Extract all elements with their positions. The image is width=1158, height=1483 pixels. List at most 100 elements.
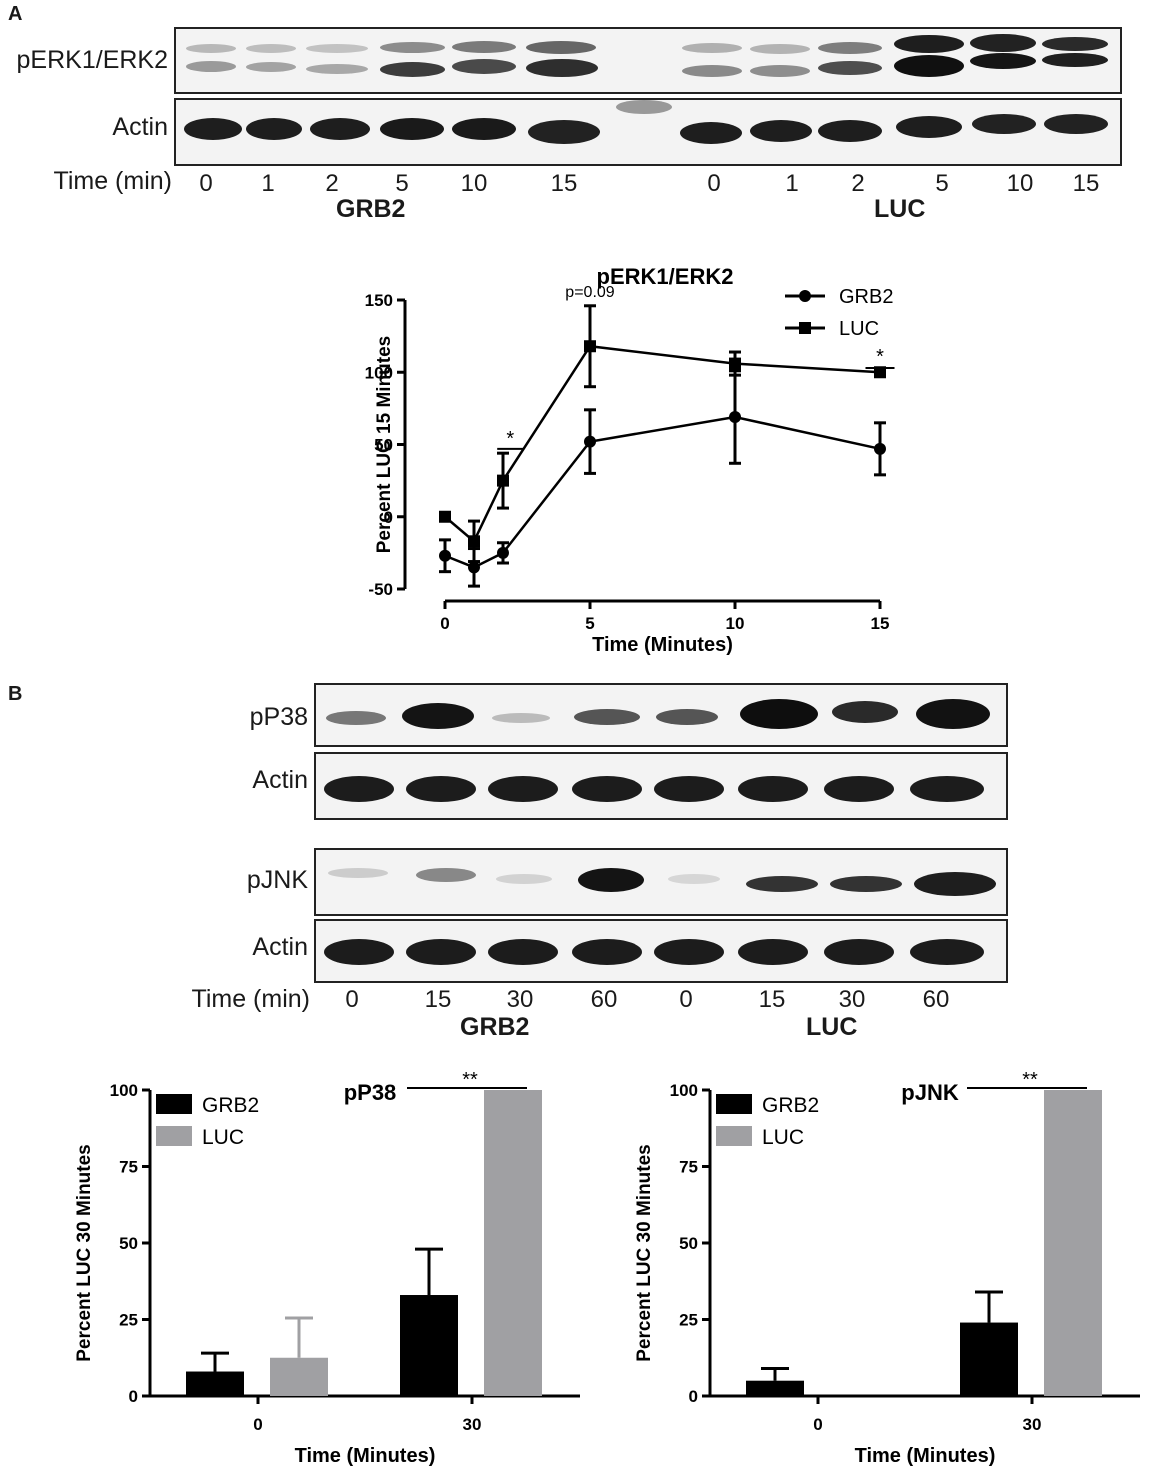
bar-luc-30 xyxy=(1044,1090,1102,1396)
band xyxy=(526,59,598,77)
band xyxy=(578,868,644,892)
x-tick-label: 30 xyxy=(1023,1415,1042,1434)
band xyxy=(328,868,388,878)
band xyxy=(818,120,882,142)
band xyxy=(832,701,898,723)
band xyxy=(526,41,596,54)
blot-pjnk xyxy=(314,848,1008,916)
band xyxy=(970,34,1036,52)
legend-marker-square xyxy=(799,322,811,334)
band xyxy=(910,776,984,802)
legend-swatch xyxy=(716,1094,752,1114)
legend-swatch xyxy=(156,1126,192,1146)
data-point-luc xyxy=(584,340,596,353)
band xyxy=(306,44,368,53)
band xyxy=(246,62,296,72)
band xyxy=(324,939,394,965)
band xyxy=(326,711,386,725)
blot-label-actin-a: Actin xyxy=(112,113,168,141)
band xyxy=(818,42,882,54)
band xyxy=(910,939,984,965)
band xyxy=(916,699,990,729)
band xyxy=(184,118,242,140)
lane-time: 2 xyxy=(851,170,865,197)
bar-luc-0 xyxy=(270,1357,328,1396)
band xyxy=(738,776,808,802)
band xyxy=(496,874,552,884)
x-tick-label: 30 xyxy=(463,1415,482,1434)
blot-label-pp38: pP38 xyxy=(249,703,308,731)
panel-a-letter: A xyxy=(8,3,23,25)
lane-time: 30 xyxy=(506,986,534,1013)
band xyxy=(738,939,808,965)
lane-time: 0 xyxy=(199,170,213,197)
y-axis-title: Percent LUC 30 Minutes xyxy=(74,1144,95,1362)
significance-star: * xyxy=(876,346,884,368)
band xyxy=(654,776,724,802)
band xyxy=(406,776,476,802)
group-label-luc-a: LUC xyxy=(874,195,926,223)
band xyxy=(914,872,996,896)
band xyxy=(668,874,720,884)
lane-time: 5 xyxy=(395,170,409,197)
chart-title: pP38 xyxy=(344,1080,397,1105)
y-tick-label: 50 xyxy=(679,1234,698,1253)
data-point-luc xyxy=(439,510,451,523)
band xyxy=(680,122,742,144)
lane-time: 15 xyxy=(424,986,452,1013)
bar-grb2-30 xyxy=(960,1322,1018,1396)
bar-grb2-30 xyxy=(400,1295,458,1396)
group-label-grb2-b: GRB2 xyxy=(460,1013,530,1041)
band xyxy=(452,118,516,140)
band xyxy=(380,118,444,140)
band xyxy=(528,120,600,144)
lane-time: 60 xyxy=(590,986,618,1013)
band xyxy=(186,44,236,53)
y-tick-label: 75 xyxy=(679,1158,698,1177)
x-axis-title: Time (Minutes) xyxy=(855,1445,996,1467)
data-point-grb2 xyxy=(729,411,741,424)
group-label-grb2-a: GRB2 xyxy=(336,195,406,223)
y-axis-title: Percent LUC 30 Minutes xyxy=(634,1144,655,1362)
y-axis-title: Percent LUC 15 Minutes xyxy=(374,336,395,554)
band xyxy=(818,61,882,75)
band xyxy=(452,59,516,74)
x-tick-label: 0 xyxy=(813,1415,822,1434)
blot-actin-a xyxy=(174,98,1122,166)
blot-actin-b1 xyxy=(314,752,1008,820)
chart-title: pERK1/ERK2 xyxy=(597,264,734,289)
band xyxy=(306,64,368,74)
legend-marker-circle xyxy=(799,290,811,302)
data-point-luc xyxy=(729,357,741,370)
band xyxy=(488,939,558,965)
band xyxy=(406,939,476,965)
legend-swatch xyxy=(716,1126,752,1146)
band xyxy=(380,42,445,53)
y-tick-label: 75 xyxy=(119,1158,138,1177)
y-tick-label: 0 xyxy=(129,1387,138,1406)
band xyxy=(740,699,818,729)
legend-swatch xyxy=(156,1094,192,1114)
time-label-b: Time (min) xyxy=(191,985,310,1013)
data-point-luc xyxy=(497,474,509,487)
data-point-grb2 xyxy=(584,435,596,448)
lane-time: 0 xyxy=(707,170,721,197)
lane-time: 30 xyxy=(838,986,866,1013)
significance-star: ** xyxy=(1022,1070,1038,1091)
band xyxy=(1042,53,1108,67)
y-tick-label: 25 xyxy=(119,1311,138,1330)
panel-b-letter: B xyxy=(8,683,23,705)
band xyxy=(682,43,742,53)
lane-time: 0 xyxy=(679,986,693,1013)
band xyxy=(746,876,818,892)
band xyxy=(896,116,962,138)
lane-time: 60 xyxy=(922,986,950,1013)
x-axis-title: Time (Minutes) xyxy=(592,634,733,656)
band xyxy=(246,118,302,140)
band xyxy=(970,53,1036,69)
band xyxy=(750,65,810,77)
blot-label-perk: pERK1/ERK2 xyxy=(16,46,168,74)
legend-label: GRB2 xyxy=(762,1094,819,1117)
band xyxy=(616,100,672,114)
band xyxy=(186,61,236,72)
